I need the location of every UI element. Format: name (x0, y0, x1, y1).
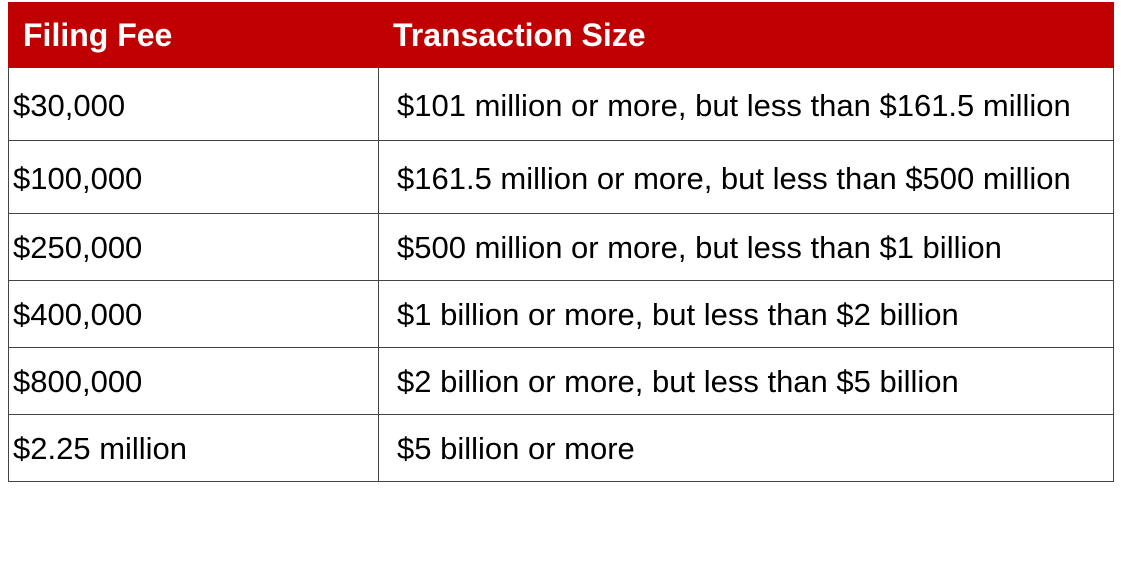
fee-cell: $400,000 (8, 280, 379, 348)
size-cell: $101 million or more, but less than $161… (378, 67, 1114, 141)
table-row: $2.25 million $5 billion or more (8, 414, 1114, 482)
size-cell: $5 billion or more (378, 414, 1114, 482)
fee-cell: $2.25 million (8, 414, 379, 482)
header-cell: Filing Fee (8, 2, 379, 68)
fee-cell: $250,000 (8, 213, 379, 281)
size-cell: $161.5 million or more, but less than $5… (378, 140, 1114, 214)
table-row: $100,000 $161.5 million or more, but less… (8, 140, 1114, 214)
table-row: $250,000 $500 million or more, but less t… (8, 213, 1114, 281)
fee-cell: $800,000 (8, 347, 379, 415)
header-row: Filing Fee Transaction Size (8, 2, 1114, 68)
fee-cell: $30,000 (8, 67, 379, 141)
size-cell: $500 million or more, but less than $1 b… (378, 213, 1114, 281)
fee-cell: $100,000 (8, 140, 379, 214)
header-cell: Transaction Size (378, 2, 1114, 68)
fee-table: Filing Fee Transaction Size $30,000 $101 m… (8, 2, 1114, 482)
table-row: $30,000 $101 million or more, but less th… (8, 67, 1114, 141)
table-row: $800,000 $2 billion or more, but less tha… (8, 347, 1114, 415)
table-row: $400,000 $1 billion or more, but less tha… (8, 280, 1114, 348)
table-body: $30,000 $101 million or more, but less th… (8, 67, 1114, 482)
size-cell: $1 billion or more, but less than $2 bil… (378, 280, 1114, 348)
size-cell: $2 billion or more, but less than $5 bil… (378, 347, 1114, 415)
